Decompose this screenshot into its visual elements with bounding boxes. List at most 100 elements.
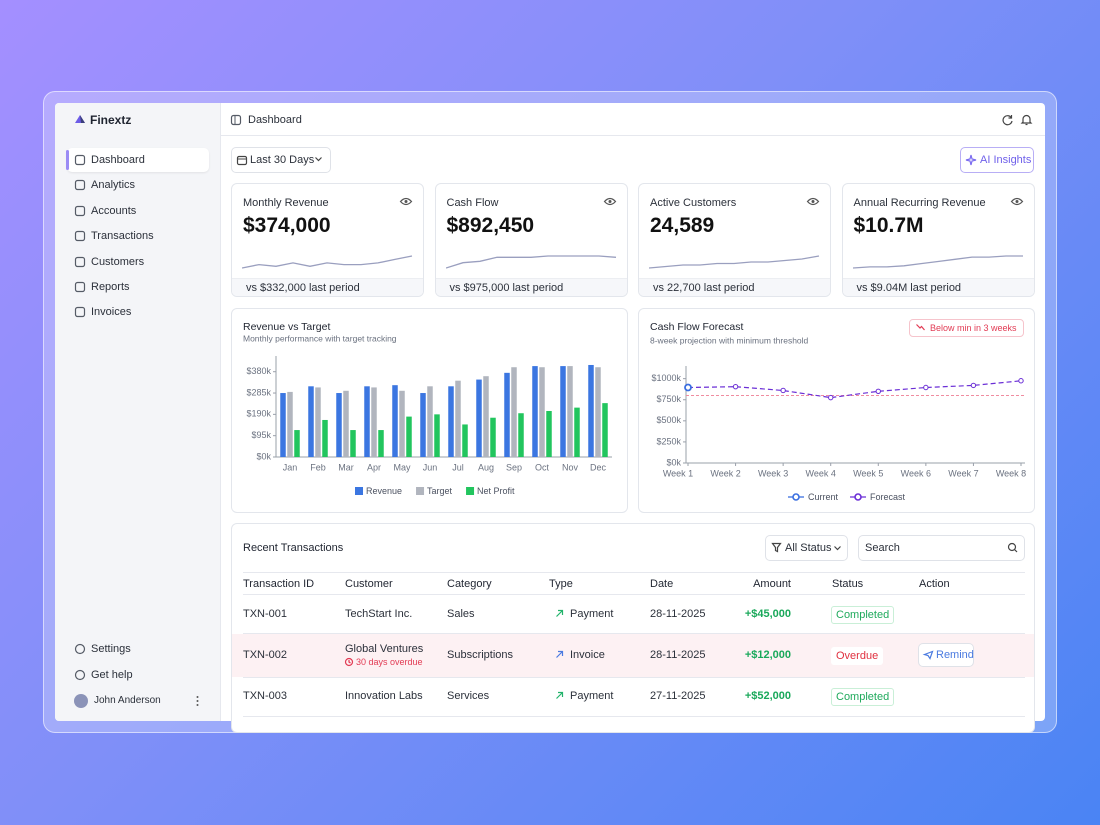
bar	[490, 417, 496, 457]
nav-icon	[74, 231, 86, 242]
alert-badge-label: Below min in 3 weeks	[929, 323, 1017, 333]
eye-icon	[603, 197, 616, 206]
bar	[294, 430, 300, 457]
point-marker	[779, 387, 786, 394]
column-header: Action	[919, 578, 950, 590]
user-menu	[196, 696, 199, 706]
refresh-icon	[1002, 115, 1013, 126]
eye-icon	[806, 197, 820, 206]
legend-label: Revenue	[366, 486, 402, 496]
calendar-icon	[236, 155, 248, 166]
x-tick-label: Feb	[310, 462, 326, 472]
point-marker	[732, 383, 738, 390]
chart-subtitle: Monthly performance with target tracking	[243, 333, 397, 343]
nav-active-indicator	[66, 150, 69, 170]
eye-icon	[1010, 197, 1023, 206]
user-menu-part	[196, 696, 199, 698]
chevron-part	[315, 157, 322, 162]
bar	[399, 390, 405, 457]
y-tick-label: $285k	[246, 387, 271, 397]
row-rule	[243, 633, 1025, 634]
eye-icon-part	[399, 197, 413, 206]
arrow-icon	[556, 650, 564, 658]
sparkline-box	[852, 255, 1023, 269]
nav-item[interactable]: Reports	[91, 281, 130, 293]
bar	[448, 386, 454, 457]
cell-customer: Global Ventures	[345, 643, 424, 655]
bar	[364, 386, 370, 457]
footer-icon-part	[74, 669, 86, 681]
y-tick-label: $250k	[656, 436, 681, 446]
header-bar	[220, 103, 1045, 136]
x-tick-label: Jan	[283, 462, 298, 472]
chart-title: Revenue vs Target	[243, 321, 330, 333]
legend-label: Forecast	[870, 492, 906, 502]
column-header: Status	[832, 578, 864, 590]
bar	[427, 386, 433, 457]
clock-icon-part	[344, 657, 354, 667]
kpi-comparison: vs $9.04M last period	[856, 282, 962, 294]
point-marker	[875, 388, 881, 395]
eye-icon-part	[1015, 200, 1018, 203]
nav-item[interactable]: Invoices	[91, 306, 132, 319]
user-name: John Anderson	[94, 695, 161, 706]
bar	[476, 379, 482, 457]
legend-swatch	[416, 487, 425, 495]
bar	[308, 386, 314, 457]
nav-icon	[74, 256, 86, 267]
cell-type: Payment	[570, 690, 614, 702]
y-tick-label: $380k	[246, 366, 271, 376]
y-tick-label: $190k	[246, 409, 271, 419]
nav-item[interactable]: Dashboard	[91, 154, 145, 166]
footer-item[interactable]: Get help	[91, 669, 133, 681]
bar	[406, 416, 412, 457]
transactions-card: Recent Transactions All Status Search Trans…	[231, 523, 1035, 733]
bar	[280, 393, 286, 457]
kpi-card: Monthly Revenue $374,000 vs $332,000 last …	[231, 183, 424, 297]
date-filter[interactable]	[231, 147, 331, 173]
send-icon-part	[922, 650, 934, 660]
eye-icon-part	[404, 200, 408, 203]
nav-item[interactable]: Customers	[91, 255, 145, 268]
ai-button[interactable]	[960, 147, 1034, 173]
bar	[532, 366, 538, 457]
bar	[462, 424, 468, 457]
bar	[511, 367, 517, 457]
nav-item[interactable]: Analytics	[91, 179, 136, 192]
filter-icon	[771, 542, 782, 553]
nav-item[interactable]: Transactions	[91, 230, 154, 243]
app-name: Finextz	[90, 113, 132, 127]
arrow-icon-part	[556, 609, 564, 617]
nav-icon	[74, 205, 86, 216]
kpi-footer	[639, 278, 830, 296]
chevron	[315, 157, 322, 162]
footer-icon-part	[74, 643, 86, 655]
status-filter[interactable]	[765, 535, 848, 561]
cell-amount: +$12,000	[744, 649, 791, 661]
column-header: Amount	[753, 578, 791, 590]
nav-icon-part	[74, 231, 86, 242]
search-input[interactable]	[858, 535, 1025, 561]
footer-icon	[74, 669, 86, 681]
bar	[420, 393, 426, 457]
nav-icon-part	[74, 180, 86, 191]
point-marker	[683, 383, 692, 392]
point-marker	[827, 394, 833, 401]
kpi-comparison: vs $332,000 last period	[246, 282, 360, 294]
column-header: Customer	[345, 578, 393, 590]
sparkline-box	[649, 255, 820, 269]
legend-marker	[791, 493, 800, 501]
legend-swatch	[466, 487, 475, 495]
trend-down-icon-part	[916, 324, 925, 331]
refresh-icon-part	[1002, 115, 1013, 126]
cell-date: 28-11-2025	[650, 649, 706, 661]
kpi-value: $10.7M	[853, 214, 924, 237]
nav-item[interactable]: Accounts	[91, 204, 137, 217]
bar	[343, 390, 349, 457]
trend-down-icon	[916, 324, 925, 331]
column-header: Date	[650, 578, 674, 590]
footer-item[interactable]: Settings	[91, 643, 131, 655]
chart-title: Cash Flow Forecast	[650, 321, 743, 333]
eye-icon-part	[608, 200, 611, 203]
